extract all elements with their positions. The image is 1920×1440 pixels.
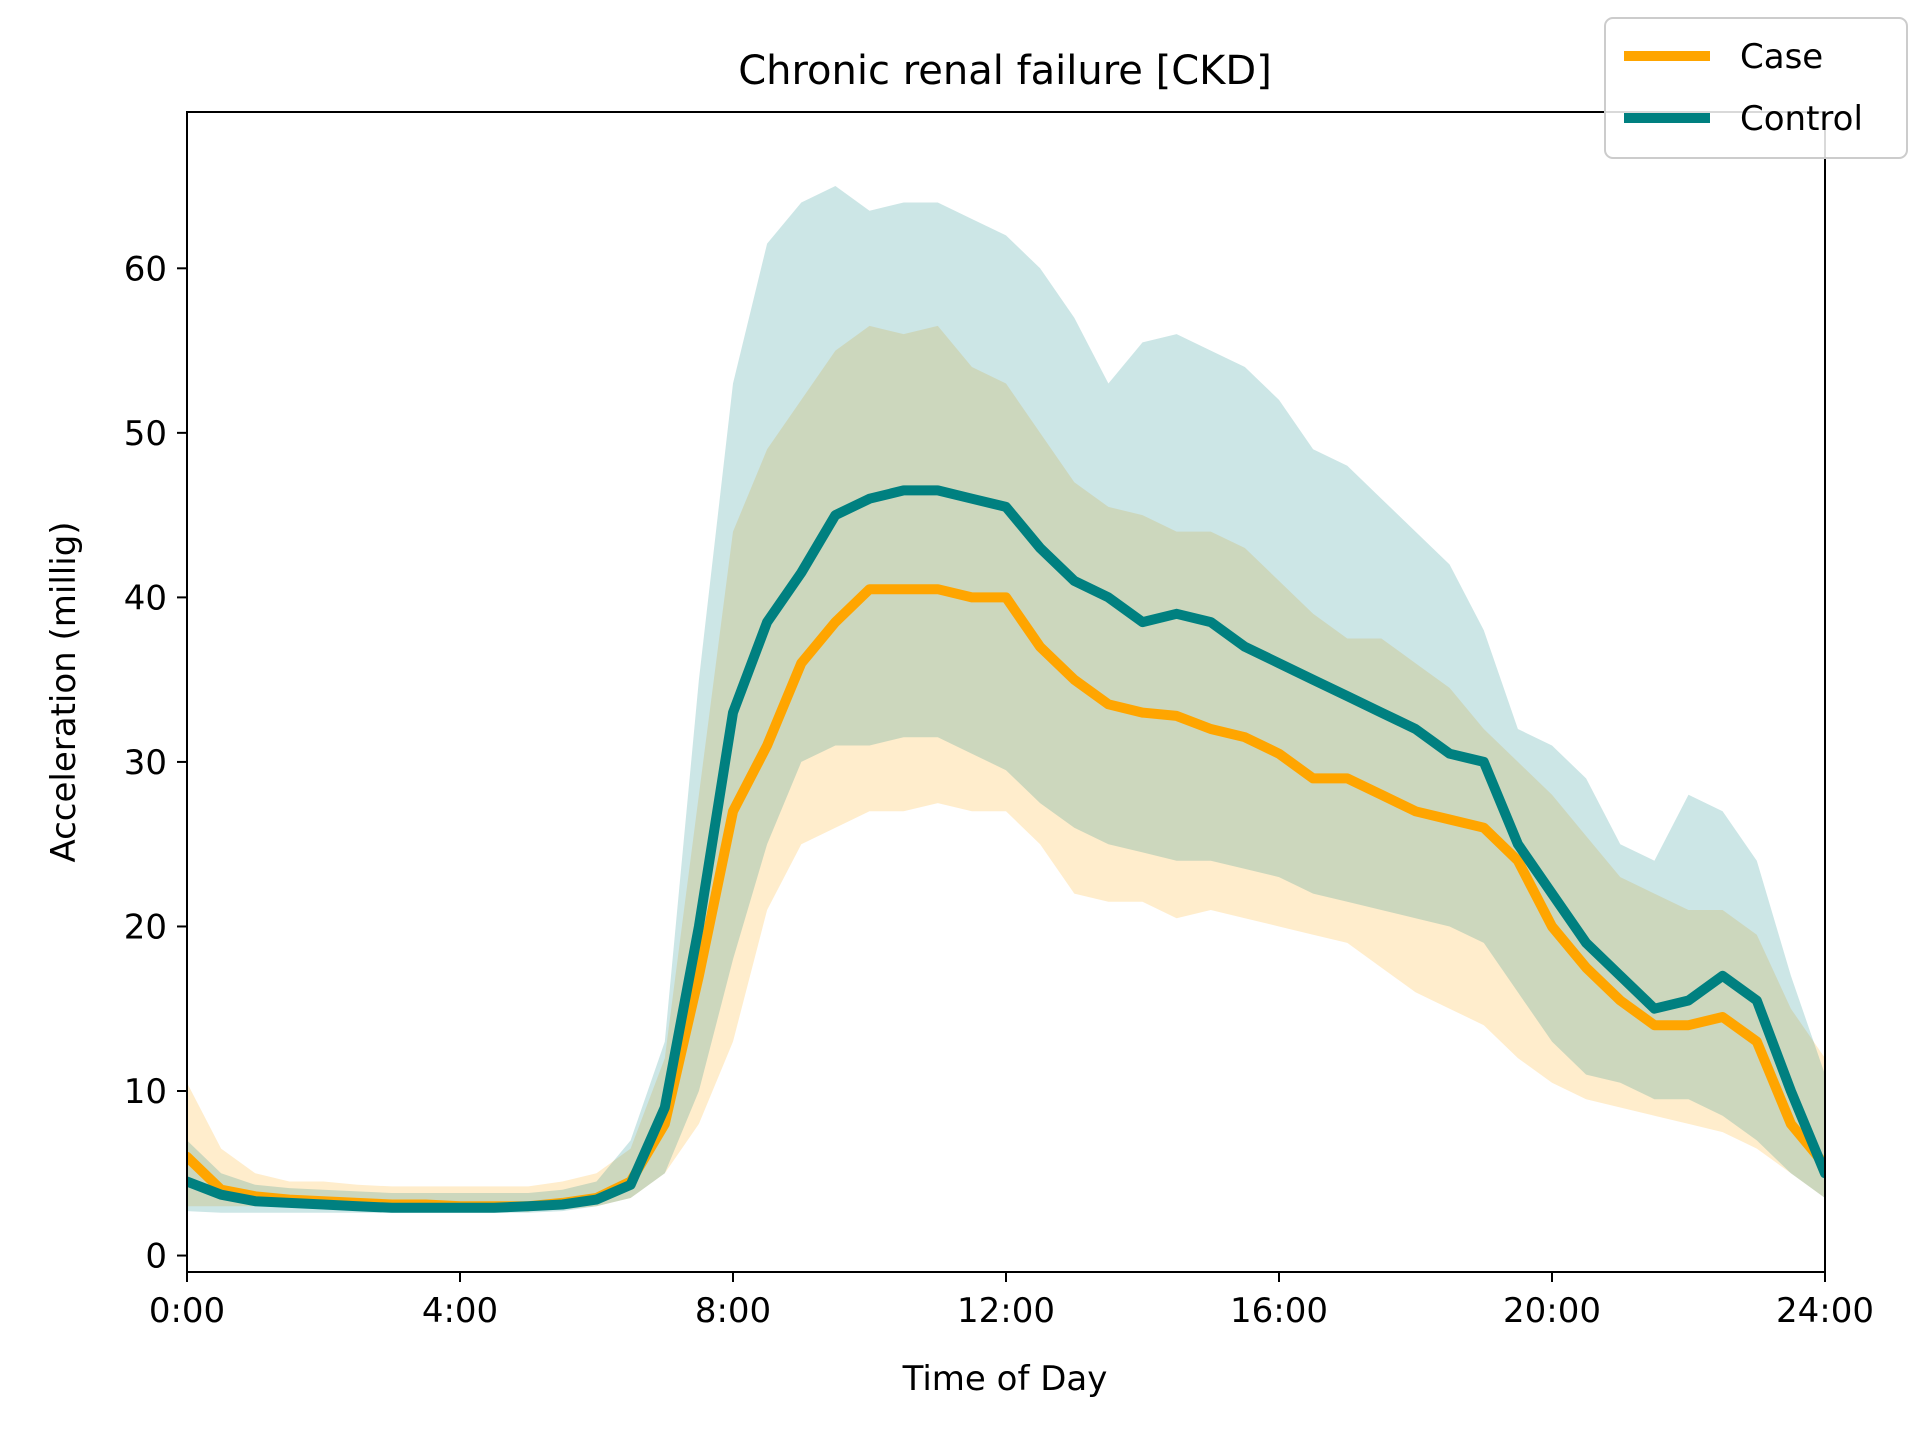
series-lines	[187, 485, 1825, 1213]
y-tick-label: 50	[124, 414, 167, 454]
x-tick-label: 16:00	[1230, 1291, 1328, 1331]
x-tick-label: 20:00	[1503, 1291, 1601, 1331]
y-tick-label: 30	[124, 743, 167, 783]
y-tick-label: 10	[124, 1072, 167, 1112]
line-control	[187, 485, 1825, 1213]
y-tick-label: 20	[124, 907, 167, 947]
chart-title: Chronic renal failure [CKD]	[738, 48, 1272, 94]
legend-label-control: Control	[1740, 99, 1863, 139]
x-tick-label: 12:00	[957, 1291, 1055, 1331]
x-tick-label: 8:00	[695, 1291, 771, 1331]
y-tick-label: 60	[124, 249, 167, 289]
x-tick-label: 0:00	[149, 1291, 225, 1331]
y-tick-label: 0	[145, 1237, 167, 1277]
x-tick-label: 4:00	[422, 1291, 498, 1331]
x-axis-label: Time of Day	[902, 1359, 1108, 1399]
confidence-bands	[187, 186, 1825, 1213]
legend-label-case: Case	[1740, 37, 1823, 77]
band-case	[187, 325, 1825, 1212]
band-control	[187, 186, 1825, 1213]
y-axis-label: Acceleration (millig)	[44, 521, 84, 862]
legend: Case Control	[1604, 17, 1908, 159]
y-axis-ticks: 0 10 20 30 40 50 60	[124, 249, 187, 1277]
x-axis-ticks: 0:00 4:00 8:00 12:00 16:00 20:00 24:00	[149, 1272, 1874, 1331]
y-tick-label: 40	[124, 578, 167, 618]
x-tick-label: 24:00	[1776, 1291, 1874, 1331]
